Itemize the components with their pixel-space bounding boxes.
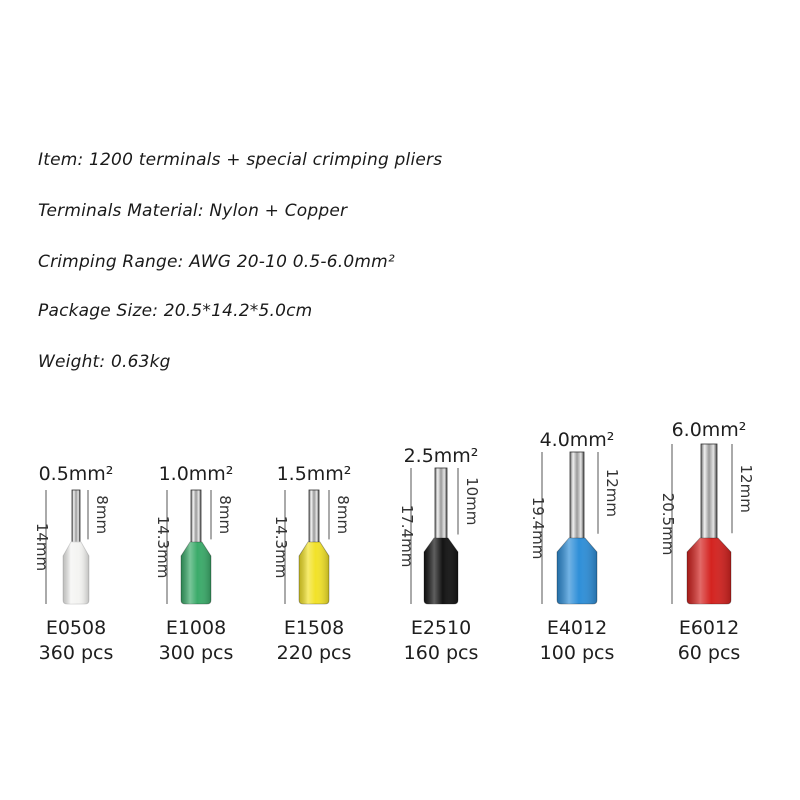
total-length-label: 14.3mm: [154, 516, 172, 579]
terminal-sleeve-sheen: [181, 542, 211, 604]
pin-length-label: 8mm: [334, 495, 352, 534]
quantity-label: 160 pcs: [404, 642, 479, 664]
total-length-label: 17.4mm: [398, 505, 416, 568]
terminal-pin: [308, 489, 320, 549]
model-label: E4012: [547, 617, 607, 639]
terminal-pin: [190, 489, 202, 549]
total-length-label: 20.5mm: [659, 493, 677, 556]
terminal-sleeve-sheen: [557, 538, 597, 604]
model-label: E1008: [166, 617, 226, 639]
pin-length-label: 8mm: [93, 495, 111, 534]
wire-size-label: 4.0mm²: [540, 429, 615, 451]
quantity-label: 60 pcs: [678, 642, 741, 664]
terminal-sleeve-sheen: [687, 538, 731, 604]
terminal-sleeve-sheen: [299, 542, 329, 604]
wire-size-label: 6.0mm²: [672, 419, 747, 441]
spec-crimping-range: Crimping Range: AWG 20-10 0.5-6.0mm²: [38, 252, 395, 272]
pin-length-label: 8mm: [216, 495, 234, 534]
terminal-pin: [569, 451, 585, 545]
terminal-sleeve-sheen: [424, 538, 458, 604]
total-length-label: 14mm: [33, 523, 51, 571]
terminal-pin: [434, 467, 448, 545]
pin-length-label: 10mm: [463, 477, 481, 525]
spec-material: Terminals Material: Nylon + Copper: [38, 201, 348, 221]
terminal-sleeve-sheen: [63, 542, 89, 604]
wire-size-label: 1.5mm²: [277, 463, 352, 485]
wire-size-label: 2.5mm²: [404, 445, 479, 467]
pin-length-label: 12mm: [603, 469, 621, 517]
spec-item: Item: 1200 terminals + special crimping …: [38, 150, 443, 170]
total-length-label: 19.4mm: [529, 497, 547, 560]
wire-size-label: 0.5mm²: [39, 463, 114, 485]
pin-length-label: 12mm: [737, 464, 755, 512]
quantity-label: 360 pcs: [39, 642, 114, 664]
spec-weight: Weight: 0.63kg: [38, 352, 171, 372]
model-label: E6012: [679, 617, 739, 639]
quantity-label: 100 pcs: [540, 642, 615, 664]
spec-package-size: Package Size: 20.5*14.2*5.0cm: [38, 301, 313, 321]
model-label: E1508: [284, 617, 344, 639]
terminal-pin: [71, 489, 81, 549]
quantity-label: 300 pcs: [159, 642, 234, 664]
wire-size-label: 1.0mm²: [159, 463, 234, 485]
model-label: E2510: [411, 617, 471, 639]
quantity-label: 220 pcs: [277, 642, 352, 664]
terminal-pin: [700, 443, 718, 545]
model-label: E0508: [46, 617, 106, 639]
total-length-label: 14.3mm: [272, 516, 290, 579]
